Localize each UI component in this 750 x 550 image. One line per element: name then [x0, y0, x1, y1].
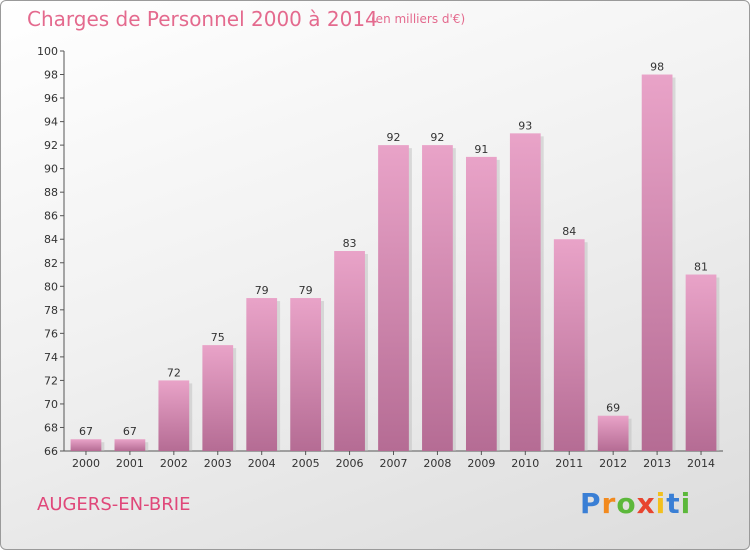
brand-letter: t [666, 487, 681, 520]
y-tick-label: 94 [44, 116, 58, 129]
x-tick-label: 2001 [116, 457, 144, 470]
bar-value-label: 79 [255, 284, 269, 297]
brand-letter: r [601, 487, 617, 520]
bar[interactable] [202, 345, 234, 451]
brand-letter: P [580, 487, 602, 520]
bar[interactable] [465, 156, 497, 451]
x-tick-label: 2014 [687, 457, 715, 470]
labels: 67 2000 67 2001 72 2002 75 2003 79 2004 79 2005 83 20… [72, 61, 715, 470]
x-tick-label: 2008 [423, 457, 451, 470]
bar-value-label: 79 [299, 284, 313, 297]
brand-letter: i [655, 487, 667, 520]
bar-value-label: 69 [606, 402, 620, 415]
y-tick-label: 92 [44, 139, 58, 152]
y-tick-label: 88 [44, 186, 58, 199]
x-tick-label: 2004 [248, 457, 276, 470]
x-tick-label: 2010 [511, 457, 539, 470]
bar[interactable] [378, 145, 409, 451]
x-tick-label: 2005 [292, 457, 320, 470]
bar[interactable] [70, 439, 102, 451]
y-tick-label: 82 [44, 257, 58, 270]
bar[interactable] [290, 298, 322, 451]
bar-value-label: 92 [430, 131, 444, 144]
x-tick-label: 2006 [336, 457, 364, 470]
x-tick-label: 2013 [643, 457, 671, 470]
y-tick-label: 84 [44, 233, 58, 246]
bar-value-label: 93 [518, 119, 532, 132]
bar-value-label: 84 [562, 225, 576, 238]
bar-value-label: 98 [650, 61, 664, 74]
y-tick-label: 70 [44, 398, 58, 411]
bar[interactable] [597, 415, 629, 451]
axes: 66 68 70 72 74 76 78 80 82 84 86 88 90 92 94 96 98 100 [37, 45, 723, 458]
bar[interactable] [422, 145, 453, 451]
commune-name: AUGERS-EN-BRIE [37, 494, 191, 515]
bars [70, 74, 720, 451]
bar-value-label: 83 [343, 237, 357, 250]
bar[interactable] [509, 133, 541, 451]
x-tick-label: 2012 [599, 457, 627, 470]
x-tick-label: 2003 [204, 457, 232, 470]
x-tick-label: 2000 [72, 457, 100, 470]
y-tick-label: 78 [44, 304, 58, 317]
brand-letter: x [636, 487, 656, 520]
y-tick-label: 80 [44, 280, 58, 293]
y-tick-label: 100 [37, 45, 58, 58]
x-tick-label: 2011 [555, 457, 583, 470]
chart-title: Charges de Personnel 2000 à 2014 [27, 7, 378, 31]
bar[interactable] [114, 439, 146, 451]
bar-value-label: 72 [167, 366, 181, 379]
x-tick-label: 2007 [380, 457, 408, 470]
bar-value-label: 91 [474, 143, 488, 156]
y-tick-label: 90 [44, 163, 58, 176]
bar[interactable] [334, 251, 365, 451]
bar-value-label: 67 [79, 425, 93, 438]
y-tick-label: 66 [44, 445, 58, 458]
y-tick-label: 76 [44, 327, 58, 340]
bar-value-label: 92 [387, 131, 401, 144]
x-tick-label: 2002 [160, 457, 188, 470]
brand-logo[interactable]: Proxiti [580, 487, 691, 520]
y-tick-label: 86 [44, 210, 58, 223]
bar[interactable] [246, 298, 278, 451]
bar-value-label: 75 [211, 331, 225, 344]
y-tick-label: 68 [44, 421, 58, 434]
y-tick-label: 96 [44, 92, 58, 105]
bar-value-label: 67 [123, 425, 137, 438]
y-tick-label: 98 [44, 69, 58, 82]
brand-letter: o [616, 487, 637, 520]
y-tick-label: 72 [44, 374, 58, 387]
x-tick-label: 2009 [467, 457, 495, 470]
bar[interactable] [553, 239, 585, 451]
bar[interactable] [158, 380, 190, 451]
chart-subtitle: (en milliers d'€) [371, 12, 466, 26]
bar[interactable] [685, 274, 717, 451]
brand-letter: i [680, 487, 692, 520]
bar-value-label: 81 [694, 261, 708, 274]
y-tick-label: 74 [44, 351, 58, 364]
bar[interactable] [641, 74, 673, 451]
